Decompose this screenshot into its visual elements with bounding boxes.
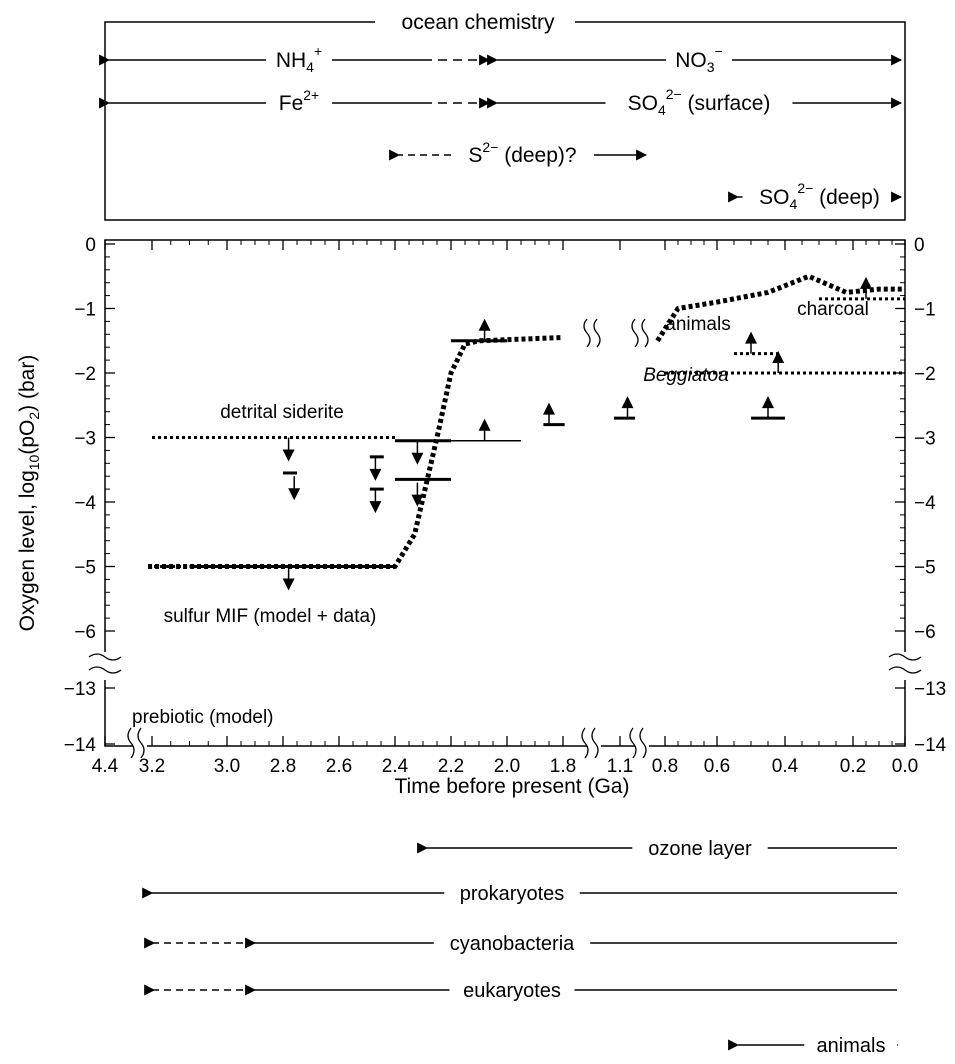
data-marks [148,273,905,591]
curve-break-left-a [583,318,591,348]
curve-break-right-a [631,318,639,348]
y-tick-label-right: −14 [914,735,947,756]
x-tick-label: 3.0 [214,756,240,777]
x-tick-label: 1.1 [607,756,633,777]
curve-break-right-b [641,318,649,348]
oxygen-plot: 4.4 3.2 3.0 2.8 2.6 2.4 2.2 2.0 1.8 1.1 0.8 0.6 0.4 0… [16,235,947,798]
life-label: ozone layer [648,838,752,860]
y-tick-label-left: −1 [74,300,96,321]
curve-break-left-b [593,318,601,348]
y-tick-label-left: −5 [74,558,96,579]
lower-limit-arrow [478,318,491,331]
x-tick-label: 2.6 [326,756,352,777]
chem-label: NO3− [675,43,722,75]
y-tick-label-left: −6 [74,622,96,643]
axis-ticks: 4.4 3.2 3.0 2.8 2.6 2.4 2.2 2.0 1.8 1.1 0.8 0.6 0.4 0… [64,235,947,777]
x-break-right-mask [635,728,649,758]
lower-limit-arrow [543,402,555,415]
x-tick-label: 3.2 [139,756,165,777]
x-tick-label: 2.8 [270,756,296,777]
ocean-chemistry-panel: ocean chemistry NH4+ NO3− Fe2+ SO42− (surfa… [99,6,906,221]
upper-limit-arrow [282,578,295,591]
x-tick-label: 0.4 [772,756,799,777]
x-axis-label: Time before present (Ga) [395,775,630,798]
life-label: prokaryotes [460,883,565,905]
prebiotic-label: prebiotic (model) [132,707,274,728]
constraint-label: detrital siderite [220,402,344,423]
constraint-label: sulfur MIF (model + data) [164,606,377,627]
constraint-label: Beggiatoa [643,365,729,386]
x-break-mid-b [591,727,599,759]
y-tick-label-left: −14 [64,735,97,756]
y-tick-label-right: −13 [914,679,946,700]
x-break-left-mask [133,728,147,758]
constraint-label: charcoal [797,299,869,320]
x-tick-label: 4.4 [92,756,119,777]
lower-limit-arrow [745,331,757,344]
y-tick-label-right: −3 [914,429,936,450]
x-tick-label: 0.6 [704,756,730,777]
lower-limit-arrow [478,418,491,431]
x-tick-label: 2.2 [438,756,464,777]
y-tick-label-left: −2 [74,364,96,385]
y-tick-label-right: −2 [914,364,936,385]
life-timeline: ozone layer prokaryotes cyanobacteria eukar… [142,838,898,1057]
constraint-labels: sulfur MIF (model + data) detrital sideri… [132,299,869,728]
upper-limit-arrow [282,449,295,462]
lower-limit-arrow [772,351,785,363]
upper-limit-arrow [411,494,424,507]
y-break-right-a [888,653,922,661]
oxygen-curve-late [655,273,905,343]
x-break-mid-a [581,727,589,759]
life-label: animals [817,1035,886,1057]
life-label: cyanobacteria [450,933,575,955]
x-tick-label: 1.8 [550,756,576,777]
y-tick-label-left: −3 [74,429,96,450]
x-tick-label: 0.2 [840,756,866,777]
oxygen-curve-early [148,335,564,569]
y-break-left-a [88,653,122,661]
y-tick-label-left: −4 [74,493,96,514]
plot-frame [104,239,906,747]
lower-limit-arrow [762,396,774,409]
chem-label: S2− (deep)? [468,139,576,167]
y-tick-label-right: −1 [914,300,936,321]
upper-limit-arrow [288,488,301,501]
upper-limit-arrow [411,452,424,465]
x-break-right-a [629,727,637,759]
y-tick-label-right: 0 [914,235,925,256]
chem-label: SO42− (deep) [759,180,880,212]
x-break-left-a [127,727,135,759]
y-tick-label-left: 0 [85,235,96,256]
x-tick-label: 2.0 [494,756,520,777]
axis-breaks [88,318,922,759]
y-break-left-b [88,666,122,674]
ocean-chemistry-rows: NH4+ NO3− Fe2+ SO42− (surface) S2− (deep)? SO… [99,43,903,212]
y-break-right-b [888,666,922,674]
chem-label: NH4+ [276,43,322,75]
lower-limit-arrow [621,396,634,409]
upper-limit-arrow [369,501,382,514]
chem-label: SO42− (surface) [628,86,771,118]
ocean-chemistry-title: ocean chemistry [402,11,555,34]
ocean-chemistry-title-bg [375,6,575,36]
x-break-mid-mask [587,728,601,758]
y-tick-label-left: −13 [64,679,96,700]
x-tick-label: 2.4 [382,756,409,777]
y-tick-label-right: −5 [914,558,936,579]
upper-limit-arrow [369,468,382,481]
y-axis-label: Oxygen level, log10(pO2) (bar) [16,355,42,632]
life-label: eukaryotes [463,980,561,1002]
constraint-label: animals [665,314,730,335]
x-tick-label: 0.8 [652,756,678,777]
x-break-left-b [137,727,145,759]
x-break-right-b [639,727,647,759]
y-tick-label-right: −4 [914,493,936,514]
chem-label: Fe2+ [279,87,319,115]
x-tick-label: 0.0 [892,756,918,777]
lower-limit-arrow [860,276,872,289]
y-tick-label-right: −6 [914,622,936,643]
